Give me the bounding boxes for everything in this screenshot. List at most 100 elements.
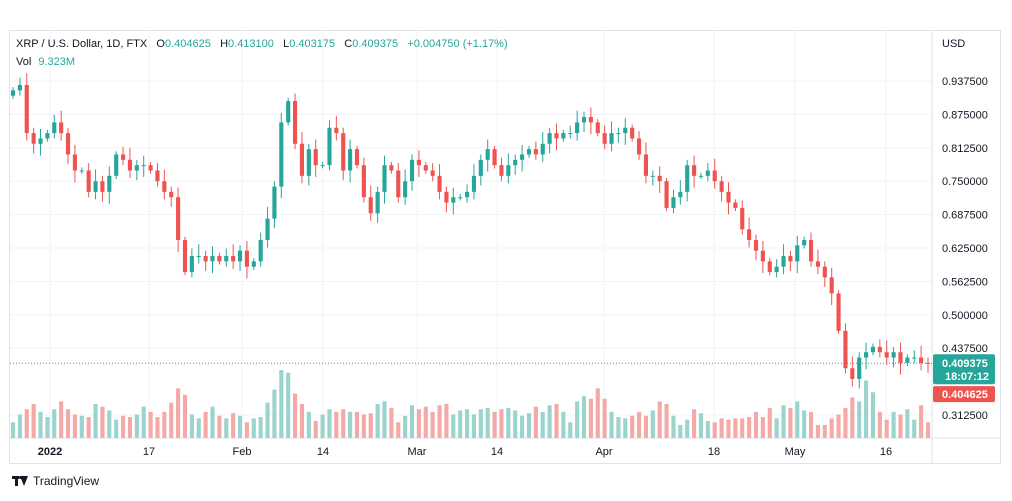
candle-body <box>774 266 779 273</box>
volume-label: Vol <box>16 56 32 68</box>
volume-bar <box>692 409 697 438</box>
candle-body <box>65 133 71 155</box>
candle-body <box>458 197 463 199</box>
candle-body <box>189 256 194 273</box>
last-price-label: 0.409375 <box>942 358 988 370</box>
countdown-label: 18:07:12 <box>945 371 989 383</box>
candle-body <box>581 117 587 123</box>
candle-body <box>169 191 174 198</box>
candle-body <box>698 175 704 177</box>
volume-bar <box>815 424 820 438</box>
volume-bar <box>877 411 882 438</box>
volume-bar <box>526 413 532 438</box>
volume-bar <box>781 405 786 438</box>
candle-body <box>540 143 545 155</box>
candle-body <box>59 122 64 134</box>
candle-body <box>148 165 153 171</box>
volume-bar <box>189 414 194 438</box>
close-value: 0.409375 <box>352 38 399 50</box>
candle-body <box>802 239 807 246</box>
volume-bar <box>740 418 745 438</box>
symbol-title[interactable]: XRP / U.S. Dollar, 1D, FTX <box>16 38 148 50</box>
open-price-badge <box>933 386 995 403</box>
candle-body <box>884 352 889 358</box>
candle-body <box>38 138 43 144</box>
candle-body <box>176 197 181 240</box>
candle-body <box>45 133 50 139</box>
low-value: 0.403175 <box>289 38 336 50</box>
candle-body <box>843 330 848 369</box>
volume-bar <box>753 411 759 438</box>
candle-body <box>155 170 160 182</box>
candle-body <box>100 181 105 192</box>
candle-body <box>389 165 394 171</box>
volume-bar <box>685 419 690 438</box>
volume-bar <box>327 409 332 438</box>
candle-body <box>636 138 642 155</box>
volume-bar <box>114 419 119 438</box>
candle-body <box>327 127 332 166</box>
volume-bar <box>464 409 470 438</box>
candlestick-chart[interactable]: 0.937500 0.875000 0.812500 0.750000 0.687500… <box>0 0 1012 470</box>
candle-body <box>231 256 236 262</box>
candle-body <box>10 90 16 96</box>
candle-body <box>595 122 600 134</box>
tradingview-branding[interactable]: TradingView <box>12 474 99 488</box>
volume-bar <box>547 405 552 438</box>
volume-bar <box>506 407 511 438</box>
volume-bar <box>664 404 669 438</box>
volume-bar <box>237 415 243 438</box>
candle-body <box>17 85 22 91</box>
volume-bar <box>568 422 573 438</box>
candle-body <box>464 191 470 198</box>
candle-body <box>650 175 655 177</box>
candle-body <box>815 261 820 267</box>
volume-bar <box>293 393 298 438</box>
candle-body <box>279 122 284 187</box>
candle-body <box>513 159 518 166</box>
candle-body <box>671 197 676 208</box>
candle-body <box>430 170 435 176</box>
x-tick-label: 18 <box>708 446 720 458</box>
candle-body <box>162 181 167 192</box>
candle-body <box>217 256 222 262</box>
volume-bar <box>107 410 112 438</box>
candle-body <box>568 133 573 135</box>
volume-bar <box>38 411 43 438</box>
candle-body <box>795 245 800 262</box>
volume-bar <box>898 414 903 438</box>
candle-body <box>588 117 593 123</box>
candle-body <box>182 239 188 273</box>
volume-bar <box>279 370 284 438</box>
candle-body <box>272 186 277 219</box>
candle-body <box>444 191 449 203</box>
volume-bar <box>636 411 642 438</box>
candle-body <box>361 165 366 198</box>
candle-body <box>196 256 201 258</box>
candle-body <box>602 133 607 144</box>
candle-body <box>478 159 483 176</box>
volume-bar <box>65 409 71 438</box>
candle-body <box>829 277 834 294</box>
volume-bar <box>870 392 876 438</box>
volume-value: 9.323M <box>38 56 76 68</box>
volume-bar <box>162 411 167 438</box>
candle-body <box>753 239 759 251</box>
y-tick-label: 0.812500 <box>942 143 988 155</box>
volume-bar <box>774 418 779 438</box>
y-tick-label: 0.750000 <box>942 176 988 188</box>
volume-bar <box>72 414 77 438</box>
candle-body <box>919 357 924 363</box>
volume-bar <box>650 410 655 438</box>
brand-label: TradingView <box>33 474 100 488</box>
volume-bar <box>389 407 394 438</box>
tradingview-logo-icon <box>12 475 28 487</box>
volume-bar <box>24 409 29 438</box>
candle-body <box>93 181 98 192</box>
volume-bar <box>231 413 236 438</box>
chart-frame[interactable] <box>9 30 1001 464</box>
last-price-badge <box>933 354 995 385</box>
candle-body <box>767 261 772 273</box>
volume-bar <box>912 419 917 438</box>
currency-label: USD <box>942 38 965 50</box>
